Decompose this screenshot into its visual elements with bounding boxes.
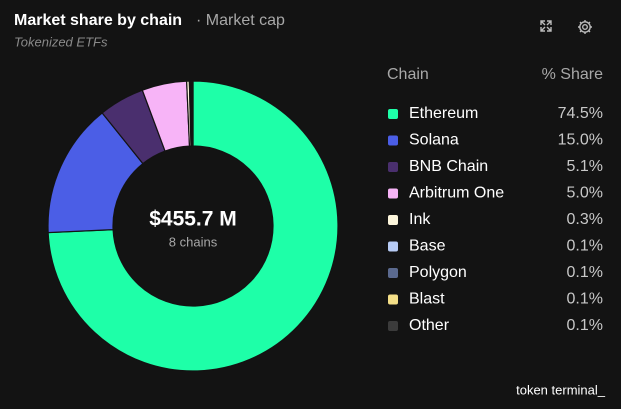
legend-swatch bbox=[388, 135, 398, 146]
legend-value: 0.1% bbox=[567, 291, 603, 308]
legend-swatch bbox=[388, 109, 398, 119]
legend-value: 5.1% bbox=[567, 158, 603, 175]
legend-swatch bbox=[388, 188, 398, 199]
legend-header-share: % Share bbox=[542, 66, 603, 83]
legend-swatch bbox=[388, 294, 398, 305]
legend-value: 0.1% bbox=[567, 264, 603, 281]
legend-value: 0.3% bbox=[567, 211, 603, 228]
brand: token terminal_ bbox=[516, 382, 606, 397]
chart-subtitle: · Market cap bbox=[196, 12, 285, 29]
legend-value: 74.5% bbox=[558, 105, 603, 122]
donut-segment bbox=[47, 80, 339, 372]
legend-value: 0.1% bbox=[567, 317, 603, 334]
legend-label: Blast bbox=[409, 291, 445, 308]
legend-label: Ink bbox=[409, 211, 431, 228]
center-label: $455.7 M bbox=[149, 208, 237, 231]
legend-label: Ethereum bbox=[409, 105, 478, 122]
legend-swatch bbox=[388, 268, 398, 278]
legend-label: Polygon bbox=[409, 264, 467, 281]
donut-segment bbox=[191, 80, 194, 147]
legend-swatch bbox=[388, 215, 398, 225]
legend-value: 15.0% bbox=[558, 132, 603, 149]
expand-button[interactable] bbox=[540, 20, 552, 32]
legend-label: Other bbox=[409, 317, 450, 334]
settings-button[interactable] bbox=[578, 20, 592, 34]
legend-header-chain: Chain bbox=[387, 66, 429, 83]
center-sublabel: 8 chains bbox=[169, 234, 218, 249]
legend-value: 5.0% bbox=[567, 185, 603, 202]
legend-value: 0.1% bbox=[567, 238, 603, 255]
legend-label: BNB Chain bbox=[409, 158, 488, 175]
legend-swatch bbox=[388, 241, 398, 252]
chart-title: Market share by chain bbox=[14, 12, 182, 29]
legend-swatch bbox=[388, 162, 398, 172]
legend-label: Arbitrum One bbox=[409, 185, 504, 202]
legend-label: Base bbox=[409, 238, 446, 255]
chart-caption: Tokenized ETFs bbox=[14, 34, 108, 49]
legend-label: Solana bbox=[409, 132, 459, 149]
legend-swatch bbox=[388, 321, 398, 331]
